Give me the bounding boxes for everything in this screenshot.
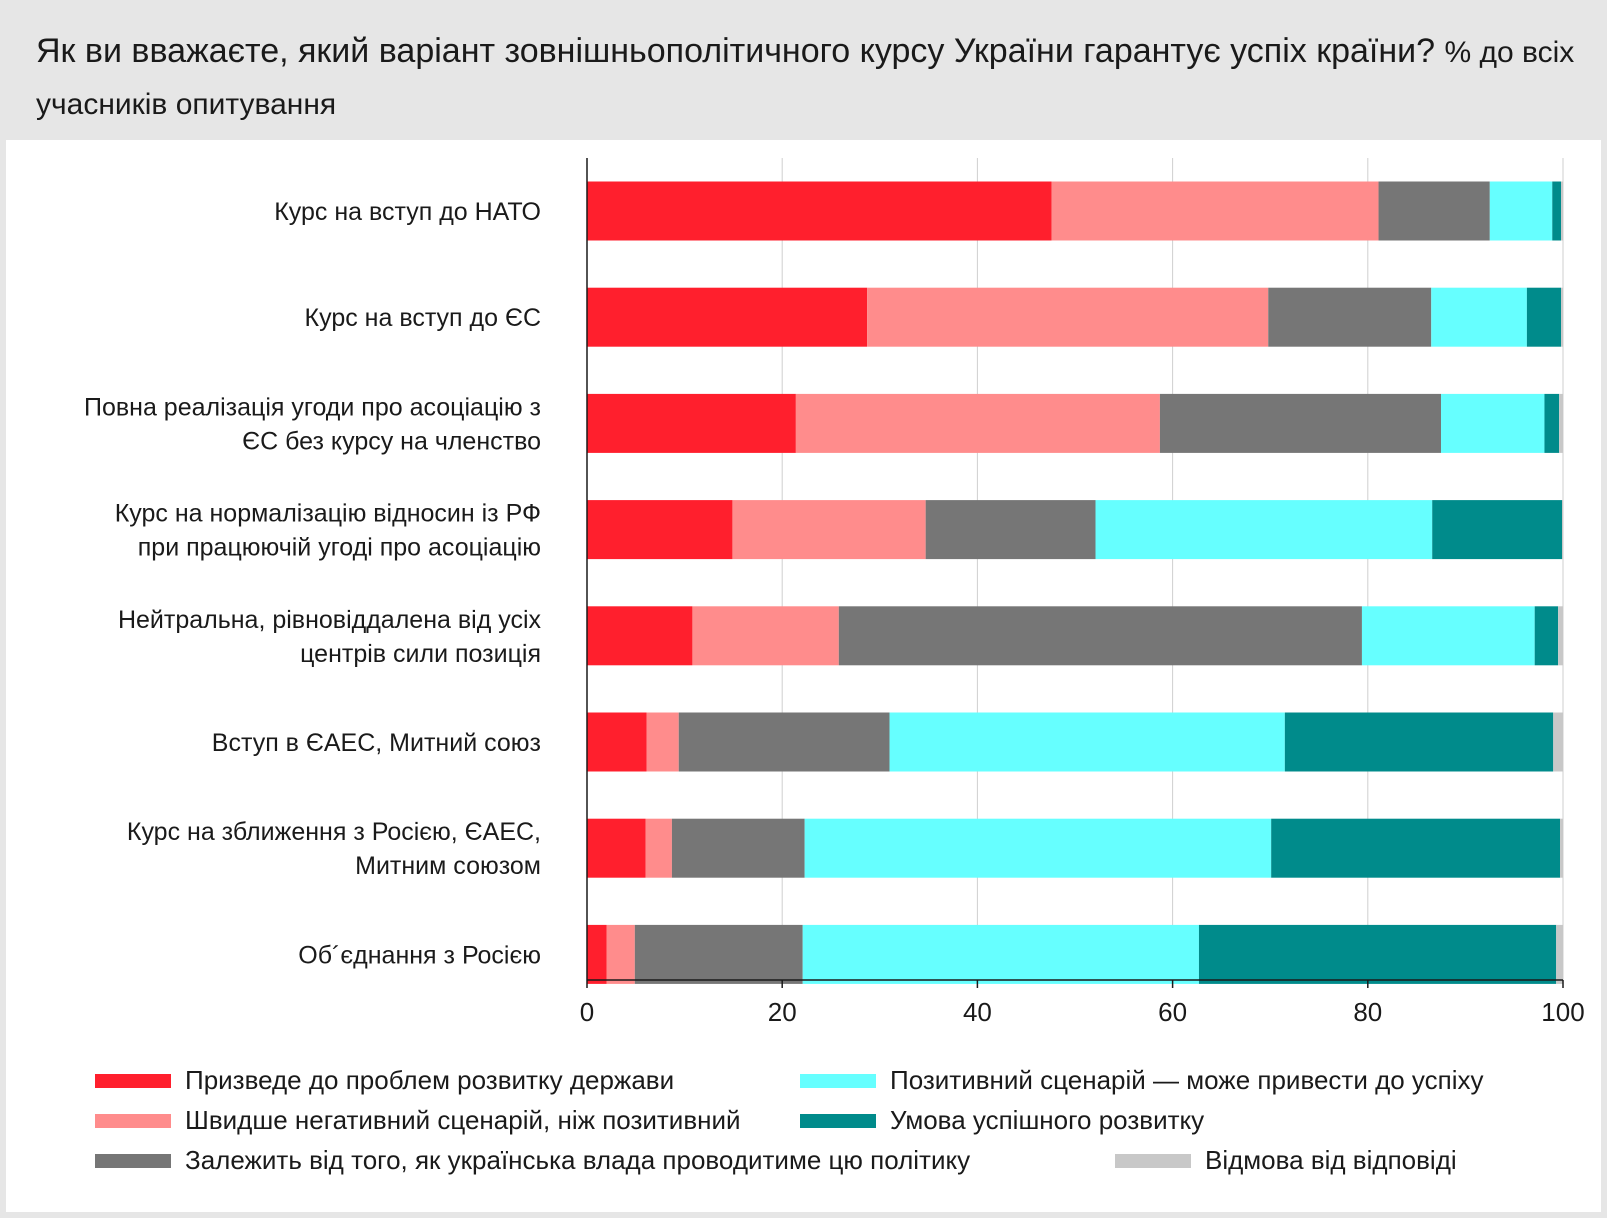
bar-segment-3-5 <box>1562 500 1563 560</box>
bar-segment-7-4 <box>1198 924 1557 984</box>
chart-subtitle: % до всіх учасників опитування <box>36 36 1575 121</box>
bar-segment-1-4 <box>1526 287 1562 347</box>
bar-segment-6-3 <box>804 818 1272 878</box>
bar-segment-2-4 <box>1544 393 1560 453</box>
category-label: Повна реалізація угоди про асоціацію з <box>84 393 541 421</box>
bar-segment-3-0 <box>587 500 733 560</box>
x-tick-label: 80 <box>1353 997 1382 1027</box>
legend-label: Позитивний сценарій — може привести до у… <box>890 1065 1484 1095</box>
legend-label: Призведе до проблем розвитку держави <box>185 1065 675 1095</box>
legend-item: Позитивний сценарій — може привести до у… <box>800 1065 1484 1096</box>
bar-segment-1-3 <box>1431 287 1527 347</box>
legend-label: Залежить від того, як українська влада п… <box>185 1145 971 1175</box>
bar-segment-5-0 <box>587 712 647 772</box>
bar-segment-6-4 <box>1271 818 1561 878</box>
x-tick-label: 100 <box>1541 997 1584 1027</box>
bar-segment-1-5 <box>1561 287 1563 347</box>
title-band <box>0 0 1607 140</box>
legend-item: Умова успішного розвитку <box>800 1105 1204 1136</box>
bar-segment-2-5 <box>1559 393 1563 453</box>
category-label: Нейтральна, рівновіддалена від усіх <box>118 606 542 634</box>
category-label: Курс на нормалізацію відносин із РФ <box>115 500 541 528</box>
legend-item: Відмова від відповіді <box>1115 1145 1457 1176</box>
bar-segment-5-1 <box>646 712 679 772</box>
x-tick-label: 20 <box>768 997 797 1027</box>
x-tick-label: 60 <box>1158 997 1187 1027</box>
legend-label: Відмова від відповіді <box>1205 1145 1457 1175</box>
bar-segment-6-0 <box>587 818 646 878</box>
bar-segment-7-2 <box>634 924 803 984</box>
bar-segment-7-3 <box>802 924 1199 984</box>
bar-segment-0-4 <box>1552 181 1562 241</box>
category-label: центрів сили позиція <box>300 640 541 668</box>
category-label: Об´єднання з Росією <box>298 941 541 969</box>
bar-segment-3-2 <box>925 500 1096 560</box>
bar-segment-6-2 <box>671 818 805 878</box>
bar-segment-4-2 <box>838 606 1362 666</box>
bar-segment-1-2 <box>1268 287 1432 347</box>
bar-segment-6-1 <box>645 818 672 878</box>
legend-swatch <box>95 1153 171 1168</box>
chart-title-main: Як ви вважаєте, який варіант зовнішньопо… <box>36 32 1436 70</box>
bar-segment-2-3 <box>1441 393 1545 453</box>
x-tick-label: 0 <box>580 997 594 1027</box>
category-label: Митним союзом <box>355 852 541 880</box>
bar-segment-0-5 <box>1561 181 1563 241</box>
legend-label: Швидше негативний сценарій, ніж позитивн… <box>185 1105 741 1135</box>
bar-segment-0-1 <box>1051 181 1379 241</box>
bar-segment-4-5 <box>1558 606 1563 666</box>
bar-segment-5-4 <box>1284 712 1554 772</box>
category-label: при працюючій угоді про асоціацію <box>138 534 541 562</box>
bar-segment-2-2 <box>1159 393 1441 453</box>
bar-segment-2-1 <box>795 393 1160 453</box>
bar-segment-7-0 <box>587 924 607 984</box>
bar-segment-4-4 <box>1534 606 1559 666</box>
legend-item: Призведе до проблем розвитку держави <box>95 1065 674 1096</box>
bar-segment-0-0 <box>587 181 1052 241</box>
category-label: Курс на вступ до ЄС <box>305 304 541 332</box>
bar-segment-0-2 <box>1378 181 1490 241</box>
legend-item: Швидше негативний сценарій, ніж позитивн… <box>95 1105 741 1136</box>
bar-segment-2-0 <box>587 393 796 453</box>
bar-segment-4-0 <box>587 606 693 666</box>
legend-item: Залежить від того, як українська влада п… <box>95 1145 970 1176</box>
category-label: Курс на вступ до НАТО <box>274 198 541 226</box>
bar-segment-3-4 <box>1432 500 1563 560</box>
stacked-bar-chart: Курс на вступ до НАТО Курс на вступ до ЄС… <box>84 158 1585 1027</box>
legend: Призведе до проблем розвитку держави Швид… <box>95 1065 1555 1195</box>
bar-segment-7-1 <box>606 924 635 984</box>
bar-segment-5-5 <box>1553 712 1563 772</box>
legend-swatch <box>95 1073 171 1088</box>
legend-swatch <box>1115 1153 1191 1168</box>
bar-segment-3-1 <box>732 500 926 560</box>
legend-swatch <box>800 1073 876 1088</box>
category-label: ЄС без курсу на членство <box>242 427 541 455</box>
legend-swatch <box>800 1113 876 1128</box>
x-tick-label: 40 <box>963 997 992 1027</box>
chart-title: Як ви вважаєте, який варіант зовнішньопо… <box>36 26 1576 130</box>
bar-segment-5-3 <box>889 712 1285 772</box>
bar-segment-6-5 <box>1560 818 1563 878</box>
bar-segment-3-3 <box>1095 500 1433 560</box>
bar-segment-1-0 <box>587 287 868 347</box>
category-label: Вступ в ЄАЕС, Митний союз <box>212 729 541 757</box>
bar-segment-0-3 <box>1489 181 1553 241</box>
bar-segment-7-5 <box>1556 924 1563 984</box>
bar-segment-5-2 <box>678 712 890 772</box>
bar-segment-4-1 <box>692 606 839 666</box>
legend-swatch <box>95 1113 171 1128</box>
legend-label: Умова успішного розвитку <box>890 1105 1205 1135</box>
bar-segment-4-3 <box>1361 606 1535 666</box>
bar-segment-1-1 <box>867 287 1269 347</box>
category-label: Курс на зближення з Росією, ЄАЕС, <box>127 818 541 846</box>
